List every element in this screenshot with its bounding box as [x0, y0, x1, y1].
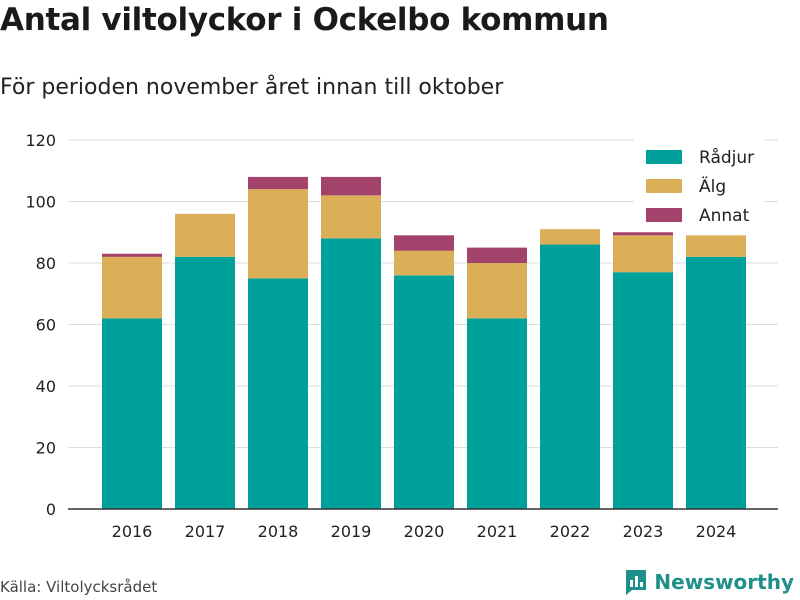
y-tick-label: 20 [36, 439, 56, 458]
bar-lg-2020 [394, 250, 454, 276]
bars [102, 176, 746, 510]
x-tick-label: 2016 [112, 522, 153, 541]
bar-rdjur-2024 [686, 256, 746, 509]
x-tick-label: 2017 [185, 522, 226, 541]
x-tick-label: 2024 [696, 522, 737, 541]
legend-label: Rådjur [699, 147, 754, 168]
legend-swatch [646, 208, 682, 222]
bar-lg-2024 [686, 235, 746, 257]
bar-annat-2018 [248, 176, 308, 190]
legend-label: Älg [699, 176, 726, 197]
newsworthy-logo-icon [626, 570, 647, 595]
bar-annat-2023 [613, 232, 673, 236]
y-tick-label: 60 [36, 316, 56, 335]
y-tick-label: 80 [36, 254, 56, 273]
x-tick-label: 2022 [550, 522, 591, 541]
bar-rdjur-2016 [102, 318, 162, 509]
x-tick-label: 2021 [477, 522, 518, 541]
legend: Rådjur Älg Annat [634, 139, 764, 230]
x-tick-label: 2023 [623, 522, 664, 541]
chart-title: Antal viltolyckor i Ockelbo kommun [0, 2, 609, 38]
bar-rdjur-2019 [321, 238, 381, 509]
legend-swatch [646, 179, 682, 193]
bar-lg-2019 [321, 195, 381, 239]
chart-subtitle: För perioden november året innan till ok… [0, 75, 504, 100]
bar-rdjur-2018 [248, 278, 308, 509]
y-tick-label: 100 [25, 193, 56, 212]
bar-lg-2018 [248, 189, 308, 279]
y-tick-label: 40 [36, 377, 56, 396]
source-note: Källa: Viltolycksrådet [0, 578, 158, 596]
bar-lg-2016 [102, 256, 162, 319]
y-tick-label: 0 [46, 500, 56, 519]
x-tick-label: 2018 [258, 522, 299, 541]
bar-rdjur-2020 [394, 275, 454, 509]
bar-annat-2021 [467, 247, 527, 263]
legend-label: Annat [699, 206, 750, 226]
x-tick-label: 2019 [331, 522, 372, 541]
bar-rdjur-2022 [540, 244, 600, 510]
bar-lg-2023 [613, 235, 673, 273]
legend-swatch [646, 150, 682, 164]
bar-annat-2020 [394, 235, 454, 251]
bar-lg-2021 [467, 263, 527, 319]
bar-annat-2019 [321, 176, 381, 196]
x-tick-label: 2020 [404, 522, 445, 541]
brand-name: Newsworthy [654, 570, 794, 594]
bar-annat-2016 [102, 253, 162, 257]
bar-lg-2022 [540, 229, 600, 245]
bar-rdjur-2023 [613, 272, 673, 509]
newsworthy-logo: Newsworthy [624, 568, 794, 596]
bar-rdjur-2017 [175, 256, 235, 509]
axes: 0 20 40 60 80 100 120 2016 2017 2018 2019 2020 2021 2… [25, 131, 778, 541]
bar-rdjur-2021 [467, 318, 527, 509]
y-tick-label: 120 [25, 131, 56, 150]
bar-lg-2017 [175, 213, 235, 257]
